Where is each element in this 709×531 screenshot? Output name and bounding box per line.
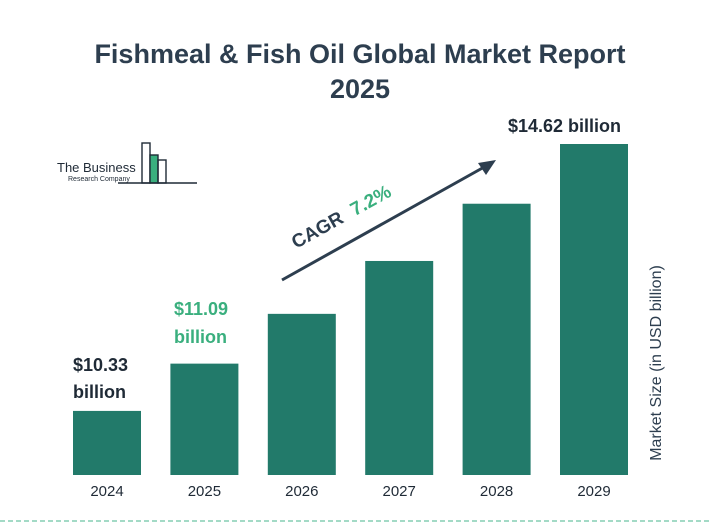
x-tick-2025: 2025 — [188, 483, 221, 500]
logo-bar-accent — [149, 154, 159, 184]
logo-text-sub: Research Company — [68, 176, 130, 183]
logo-bar-mid — [157, 159, 167, 184]
y-axis-label: Market Size (in USD billion) — [648, 265, 665, 461]
data-label-2024-value: $10.33 — [73, 355, 128, 375]
bar-2024 — [73, 410, 141, 475]
cagr-arrow — [281, 160, 496, 282]
bar-2029 — [560, 144, 628, 475]
data-label-2025-value: $11.09 — [174, 299, 228, 319]
x-tick-labels: 2024 2025 2026 2027 2028 2029 — [90, 483, 610, 500]
cagr-arrow-head — [478, 160, 496, 175]
chart-title-line2: 2025 — [330, 74, 390, 104]
x-tick-2029: 2029 — [577, 483, 610, 500]
x-tick-2026: 2026 — [285, 483, 318, 500]
cagr-value-text: 7.2% — [347, 181, 395, 220]
bar-2025 — [170, 363, 239, 475]
data-label-2025-unit: billion — [174, 327, 227, 347]
bar-2028 — [462, 203, 531, 476]
data-labels: $10.33 billion $11.09 billion $14.62 bil… — [73, 116, 621, 402]
bar-2027 — [365, 260, 434, 475]
logo-text-main: The Business — [57, 160, 136, 175]
data-label-2024-unit: billion — [73, 382, 126, 402]
x-tick-2028: 2028 — [480, 483, 513, 500]
chart-title-line1: Fishmeal & Fish Oil Global Market Report — [94, 39, 625, 69]
x-tick-2027: 2027 — [383, 483, 416, 500]
company-logo: The Business Research Company — [57, 142, 197, 184]
cagr-arrow-line — [281, 164, 487, 282]
bar-2026 — [267, 313, 336, 475]
cagr-label: CAGR 7.2% — [288, 181, 395, 253]
data-label-2029-value: $14.62 billion — [508, 116, 621, 136]
cagr-label-text: CAGR — [288, 208, 347, 254]
bars — [73, 144, 628, 476]
logo-bar-tall — [141, 142, 151, 184]
x-tick-2024: 2024 — [90, 483, 123, 500]
